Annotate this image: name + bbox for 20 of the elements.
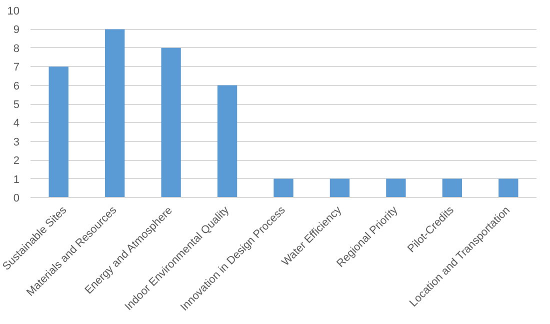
y-tick-label: 1 xyxy=(13,174,20,186)
bar xyxy=(498,178,518,198)
y-tick-label: 8 xyxy=(13,42,20,55)
y-tick-label: 2 xyxy=(13,155,20,168)
bar xyxy=(48,66,68,198)
bar xyxy=(274,178,294,198)
y-tick-label: 5 xyxy=(13,99,20,111)
y-tick-label: 3 xyxy=(13,136,20,148)
bar xyxy=(386,178,406,198)
bar xyxy=(104,29,125,198)
y-tick-label: 4 xyxy=(13,118,20,130)
y-tick-label: 0 xyxy=(13,192,20,204)
bar xyxy=(442,178,462,198)
y-tick-label: 10 xyxy=(7,6,20,18)
y-tick-label: 6 xyxy=(13,80,20,92)
bar xyxy=(217,85,238,198)
y-tick-label: 9 xyxy=(13,24,20,36)
y-tick-label: 7 xyxy=(13,62,20,74)
bar xyxy=(330,178,350,198)
bar xyxy=(161,48,181,198)
